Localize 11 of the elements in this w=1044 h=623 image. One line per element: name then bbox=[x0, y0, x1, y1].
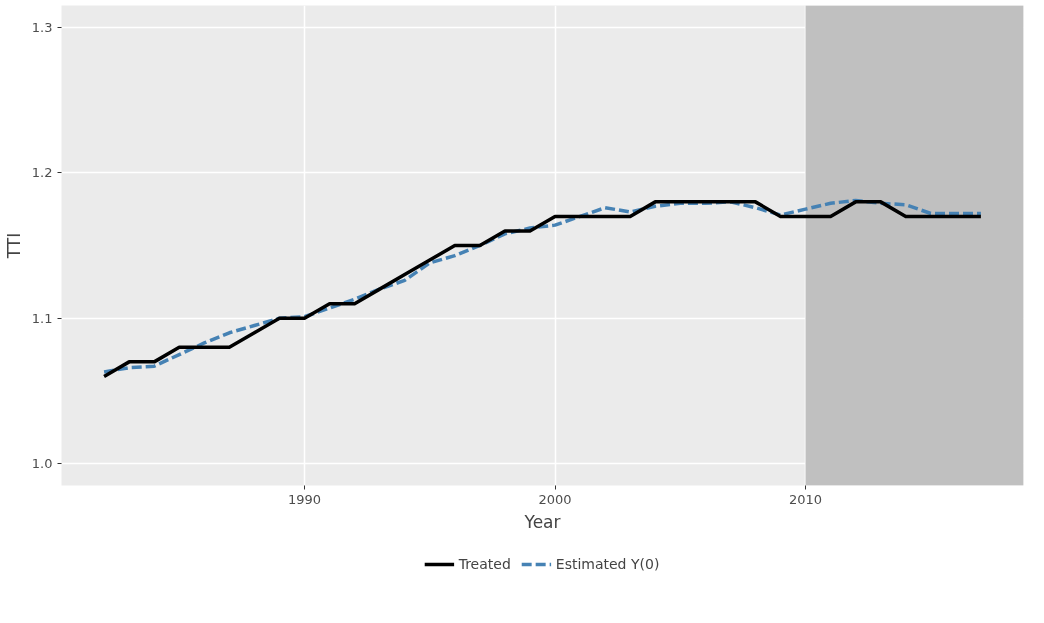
y-tick-label: 1.0 bbox=[31, 456, 53, 472]
x-tick-label: 1990 bbox=[287, 491, 322, 507]
y-tick-label: 1.3 bbox=[31, 19, 53, 35]
y-tick-label: 1.2 bbox=[31, 165, 53, 181]
legend-label: Estimated Y(0) bbox=[555, 556, 660, 572]
x-tick-label: 2010 bbox=[789, 491, 823, 507]
legend-label: Treated bbox=[458, 556, 511, 572]
y-tick-label: 1.1 bbox=[31, 310, 53, 326]
x-axis-title: Year bbox=[523, 511, 561, 532]
x-tick-label: 2000 bbox=[538, 491, 572, 507]
y-axis-title: TTI bbox=[3, 232, 24, 260]
